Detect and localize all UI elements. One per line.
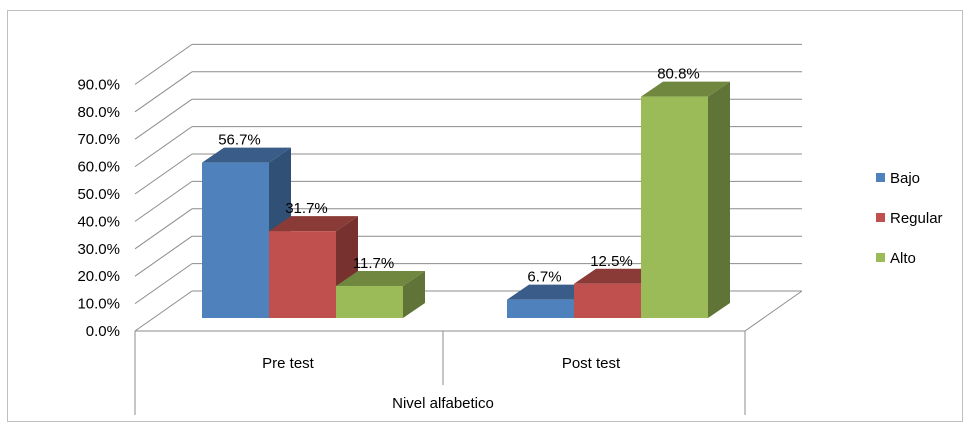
gridline-side bbox=[134, 126, 193, 168]
legend-swatch bbox=[876, 173, 885, 182]
data-label: 6.7% bbox=[527, 269, 561, 286]
gridline-side bbox=[134, 208, 193, 250]
category-label: Pre test bbox=[262, 355, 315, 372]
gridline-side bbox=[134, 71, 193, 113]
bar-top bbox=[269, 216, 358, 232]
axis-group-label: Nivel alfabetico bbox=[392, 395, 494, 412]
legend-swatch bbox=[876, 253, 885, 262]
bar-top bbox=[202, 147, 291, 163]
gridline-side bbox=[134, 98, 193, 140]
data-label: 56.7% bbox=[218, 132, 261, 149]
data-label: 80.8% bbox=[657, 66, 700, 83]
gridline-side bbox=[134, 153, 193, 195]
bar-side bbox=[708, 81, 730, 318]
category-axis: Pre test Post test Nivel alfabetico bbox=[134, 331, 746, 415]
y-tick-label: 40.0% bbox=[77, 213, 120, 230]
data-label: 11.7% bbox=[353, 255, 394, 272]
bar-top bbox=[507, 284, 596, 300]
legend-item: Bajo bbox=[876, 170, 920, 187]
y-tick-label: 80.0% bbox=[77, 104, 120, 121]
legend-item: Regular bbox=[876, 210, 943, 227]
bar-front bbox=[269, 231, 336, 318]
bar-top bbox=[574, 268, 663, 284]
data-label: 31.7% bbox=[285, 200, 328, 217]
chart-border bbox=[7, 10, 963, 422]
bars: 56.7% 31.7% 11.7% 6.7% 12.5% 80.8% bbox=[202, 66, 730, 318]
legend-label: Alto bbox=[890, 250, 916, 267]
y-tick-label: 10.0% bbox=[77, 296, 120, 313]
category-label: Post test bbox=[562, 355, 621, 372]
bar-front bbox=[574, 283, 641, 318]
y-tick-label: 0.0% bbox=[86, 323, 120, 340]
gridline-side bbox=[134, 43, 193, 85]
gridline-side bbox=[134, 235, 193, 277]
y-tick-label: 30.0% bbox=[77, 241, 120, 258]
bar-front bbox=[336, 285, 403, 318]
bar: 11.7% bbox=[336, 255, 425, 318]
y-tick-label: 60.0% bbox=[77, 159, 120, 176]
y-tick-label: 90.0% bbox=[77, 76, 120, 93]
legend: Bajo Regular Alto bbox=[876, 170, 943, 267]
bar: 80.8% bbox=[641, 66, 730, 318]
bar-front bbox=[507, 299, 574, 318]
y-tick-label: 70.0% bbox=[77, 131, 120, 148]
legend-label: Bajo bbox=[890, 170, 920, 187]
legend-label: Regular bbox=[890, 210, 943, 227]
bar-top bbox=[641, 81, 730, 97]
y-tick-labels: 0.0% 10.0% 20.0% 30.0% 40.0% 50.0% 60.0% 70.0% 8… bbox=[77, 76, 120, 340]
y-tick-label: 20.0% bbox=[77, 268, 120, 285]
bar-side bbox=[403, 270, 425, 318]
legend-swatch bbox=[876, 213, 885, 222]
y-tick-label: 50.0% bbox=[77, 186, 120, 203]
bar-front bbox=[202, 162, 269, 318]
bar-top bbox=[336, 270, 425, 286]
gridline-side bbox=[134, 180, 193, 222]
gridline-side bbox=[134, 290, 193, 332]
bar-front bbox=[641, 96, 708, 318]
legend-item: Alto bbox=[876, 250, 916, 267]
data-label: 12.5% bbox=[590, 253, 633, 270]
gridline-side bbox=[134, 263, 193, 305]
